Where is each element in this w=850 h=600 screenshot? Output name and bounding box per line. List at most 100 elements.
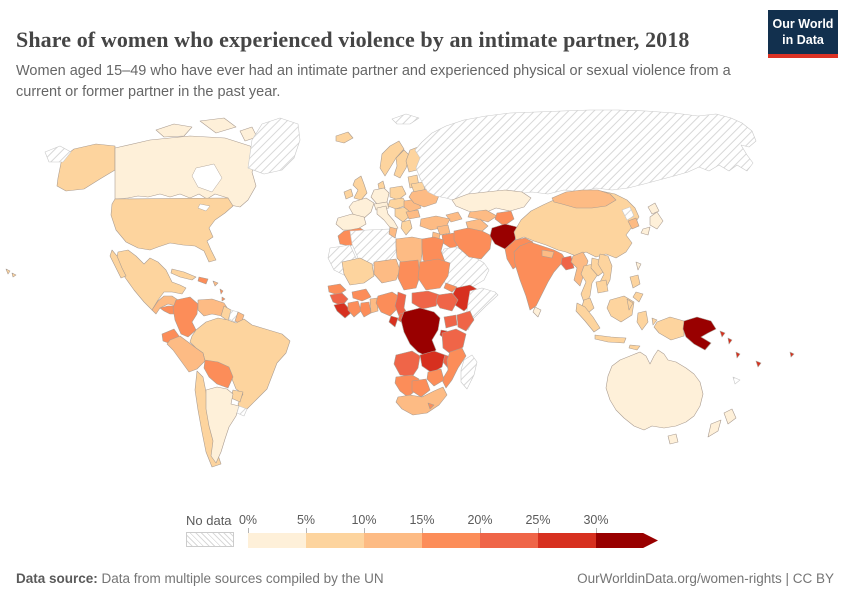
legend-segment[interactable]: [538, 533, 596, 548]
country-togo-benin[interactable]: [369, 297, 379, 314]
country-solomon-islands[interactable]: [719, 330, 726, 338]
country-mozambique[interactable]: [441, 347, 467, 389]
country-canada[interactable]: [114, 135, 259, 208]
footer-links[interactable]: OurWorldinData.org/women-rights | CC BY: [577, 571, 834, 586]
legend-segment[interactable]: [480, 533, 538, 548]
country-puerto-rico[interactable]: [212, 280, 219, 287]
legend-segment[interactable]: [248, 533, 306, 548]
country-italy[interactable]: [376, 205, 399, 231]
country-russia[interactable]: [414, 109, 757, 202]
country-tunisia[interactable]: [388, 226, 398, 239]
country-cambodia[interactable]: [595, 279, 609, 294]
country-botswana[interactable]: [411, 378, 431, 398]
country-south-korea[interactable]: [627, 217, 640, 230]
country-kyrgyzstan-tajikistan[interactable]: [494, 210, 515, 227]
country-fiji[interactable]: [755, 360, 762, 368]
country-ghana[interactable]: [359, 301, 372, 318]
legend-segment[interactable]: [306, 533, 364, 548]
country-poland[interactable]: [389, 185, 407, 201]
owid-url-link[interactable]: OurWorldinData.org/women-rights: [577, 571, 782, 586]
country-dr-congo[interactable]: [400, 307, 441, 358]
country-chad[interactable]: [397, 259, 421, 291]
country-bangladesh[interactable]: [560, 255, 575, 271]
country-north-korea[interactable]: [621, 206, 635, 221]
country-canada-islands[interactable]: [199, 117, 237, 134]
country-philippines[interactable]: [632, 291, 644, 303]
country-svalbard[interactable]: [391, 113, 420, 125]
country-syria[interactable]: [436, 224, 451, 236]
country-india[interactable]: [513, 241, 567, 311]
country-united-kingdom[interactable]: [352, 175, 368, 201]
country-indonesia-java[interactable]: [594, 334, 627, 344]
country-greece[interactable]: [400, 219, 413, 236]
country-samoa[interactable]: [789, 351, 795, 358]
country-nigeria[interactable]: [375, 291, 401, 317]
country-germany[interactable]: [370, 187, 390, 205]
no-data-swatch[interactable]: [186, 532, 234, 547]
country-myanmar[interactable]: [570, 251, 589, 287]
country-canada-islands[interactable]: [155, 123, 193, 138]
country-colombia[interactable]: [172, 296, 199, 338]
country-south-africa[interactable]: [395, 386, 448, 416]
country-denmark[interactable]: [377, 180, 386, 190]
country-kenya[interactable]: [456, 310, 475, 332]
country-uruguay[interactable]: [236, 405, 248, 417]
legend-segment[interactable]: [596, 533, 658, 548]
country-iceland[interactable]: [335, 131, 354, 144]
country-borneo[interactable]: [606, 295, 635, 323]
country-sweden[interactable]: [393, 149, 411, 179]
country-sudan[interactable]: [417, 258, 451, 291]
country-united-states[interactable]: [110, 197, 234, 263]
country-vanuatu[interactable]: [735, 351, 741, 359]
country-russia-far-east[interactable]: [44, 145, 72, 163]
country-indonesia-sulawesi[interactable]: [636, 310, 649, 331]
country-france[interactable]: [348, 197, 375, 220]
country-taiwan[interactable]: [635, 261, 642, 271]
country-eritrea[interactable]: [443, 282, 458, 293]
country-mexico-baja[interactable]: [109, 249, 127, 279]
country-iran[interactable]: [453, 227, 493, 260]
country-lesser-antilles[interactable]: [221, 296, 226, 302]
country-hispaniola[interactable]: [197, 276, 209, 285]
country-bulgaria[interactable]: [405, 209, 421, 220]
country-gabon[interactable]: [388, 315, 399, 328]
country-sierra-leone-liberia[interactable]: [333, 302, 353, 319]
country-argentina[interactable]: [205, 386, 240, 464]
country-tasmania[interactable]: [667, 433, 679, 445]
country-burkina-faso[interactable]: [351, 288, 372, 302]
country-philippines[interactable]: [629, 274, 641, 289]
country-somalia[interactable]: [465, 287, 499, 331]
country-indonesia-sumatra[interactable]: [575, 302, 601, 333]
country-mali[interactable]: [341, 257, 375, 286]
country-ireland[interactable]: [343, 188, 354, 200]
country-lesotho[interactable]: [427, 402, 435, 410]
country-japan[interactable]: [647, 202, 660, 215]
country-hawaii[interactable]: [11, 272, 17, 278]
country-greenland[interactable]: [247, 117, 301, 175]
country-japan[interactable]: [640, 226, 651, 236]
legend-segment[interactable]: [422, 533, 480, 548]
country-japan[interactable]: [649, 211, 664, 230]
country-central-europe[interactable]: [387, 197, 408, 210]
country-sri-lanka[interactable]: [532, 306, 542, 318]
country-new-zealand[interactable]: [723, 408, 737, 425]
country-philippines[interactable]: [626, 298, 634, 311]
country-madagascar[interactable]: [460, 354, 478, 390]
country-mexico[interactable]: [115, 249, 187, 311]
country-indonesia-lesser-sunda[interactable]: [628, 344, 641, 351]
license-link[interactable]: CC BY: [792, 571, 834, 586]
country-zambia[interactable]: [419, 350, 446, 374]
country-australia[interactable]: [605, 349, 704, 431]
country-hawaii[interactable]: [5, 268, 11, 275]
country-new-caledonia[interactable]: [732, 376, 741, 385]
owid-logo[interactable]: Our World in Data: [768, 10, 838, 58]
country-angola[interactable]: [393, 350, 421, 378]
country-guinea[interactable]: [329, 292, 349, 307]
country-ivory-coast[interactable]: [347, 300, 362, 318]
country-bolivia[interactable]: [203, 359, 234, 389]
country-senegal[interactable]: [327, 283, 347, 296]
country-cuba[interactable]: [170, 268, 197, 281]
country-indonesia-west-papua[interactable]: [653, 316, 685, 341]
country-papua-new-guinea[interactable]: [682, 316, 717, 351]
